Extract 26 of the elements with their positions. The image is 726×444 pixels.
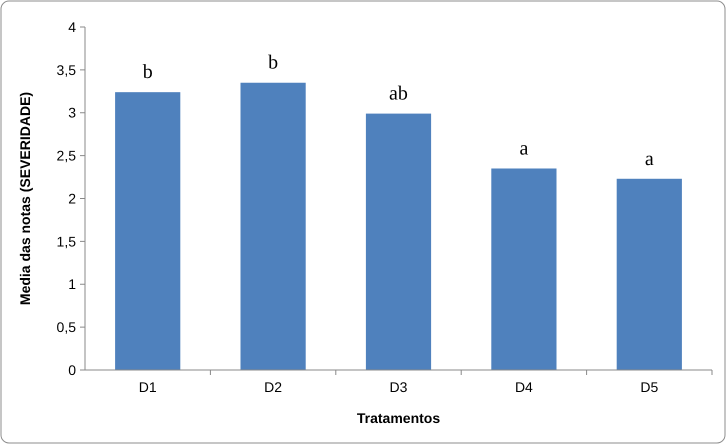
x-tick-label: D4 — [514, 379, 534, 395]
annotation: a — [519, 137, 528, 160]
bar — [366, 114, 432, 370]
x-tick-label: D5 — [640, 379, 658, 395]
bar — [491, 168, 557, 370]
y-tick-label: 2 — [68, 190, 76, 206]
annotation: b — [142, 61, 153, 84]
y-tick-label: 3,5 — [56, 62, 76, 78]
x-tick-label: D3 — [390, 379, 408, 395]
y-tick-label: 0 — [68, 362, 76, 378]
x-tick-label: D1 — [138, 379, 157, 395]
y-tick-label: 0,5 — [56, 319, 76, 336]
y-tick-label: 3 — [68, 104, 76, 121]
bar — [616, 178, 682, 370]
x-tick-label: D2 — [264, 379, 282, 395]
x-axis-title: Tratamentos — [356, 410, 440, 426]
bar — [240, 82, 306, 370]
y-tick-label: 1,5 — [56, 233, 76, 250]
y-tick-label: 2,5 — [56, 148, 76, 164]
y-axis-title: Media das notas (SEVERIDADE) — [17, 92, 33, 306]
bar — [115, 92, 180, 370]
y-tick-label: 1 — [68, 276, 76, 292]
annotation: a — [644, 148, 654, 170]
annotation: ab — [389, 82, 408, 105]
annotation: b — [268, 52, 278, 74]
y-tick-label: 4 — [68, 18, 76, 35]
